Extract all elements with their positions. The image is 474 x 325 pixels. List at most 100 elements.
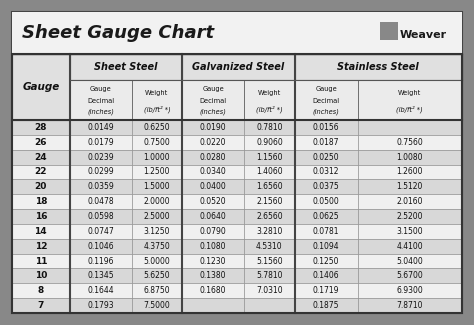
Text: 0.0187: 0.0187 (313, 138, 339, 147)
Text: 1.5000: 1.5000 (144, 182, 170, 191)
Bar (357, 80, 462, 120)
Bar (244, 120, 295, 135)
Bar (12, 164, 70, 179)
Text: Weight: Weight (398, 90, 421, 96)
Bar (182, 254, 244, 268)
Text: 5.6250: 5.6250 (144, 271, 170, 280)
Text: 22: 22 (35, 167, 47, 176)
Bar (12, 150, 70, 164)
Text: 0.1680: 0.1680 (200, 286, 227, 295)
Bar (357, 135, 462, 150)
Text: 16: 16 (35, 212, 47, 221)
Bar (70, 268, 132, 283)
Text: Sheet Steel: Sheet Steel (94, 62, 157, 72)
Bar (12, 283, 70, 298)
Bar (295, 135, 357, 150)
Bar (132, 120, 182, 135)
Bar (70, 120, 132, 135)
Bar (132, 209, 182, 224)
Bar (70, 224, 132, 239)
Text: 7.8710: 7.8710 (397, 301, 423, 310)
Bar (12, 298, 70, 313)
Text: 0.1230: 0.1230 (200, 256, 227, 266)
Text: 1.0080: 1.0080 (397, 153, 423, 162)
Text: 28: 28 (35, 123, 47, 132)
Bar (132, 164, 182, 179)
Bar (70, 254, 132, 268)
Bar (70, 209, 132, 224)
Bar (12, 54, 462, 80)
Bar (70, 179, 132, 194)
Bar (12, 120, 70, 135)
Text: 2.1560: 2.1560 (256, 197, 283, 206)
Text: Sheet Gauge Chart: Sheet Gauge Chart (22, 24, 214, 42)
Text: 0.1196: 0.1196 (87, 256, 114, 266)
Text: Weaver: Weaver (400, 30, 447, 40)
Text: 0.1644: 0.1644 (87, 286, 114, 295)
Bar (70, 298, 132, 313)
Text: 0.6250: 0.6250 (144, 123, 170, 132)
Bar (70, 164, 132, 179)
Text: 0.0179: 0.0179 (87, 138, 114, 147)
Text: 0.1080: 0.1080 (200, 242, 227, 251)
Bar (357, 194, 462, 209)
Bar (295, 224, 357, 239)
Text: 6.9300: 6.9300 (396, 286, 423, 295)
Text: Gauge: Gauge (202, 86, 224, 92)
Text: Decimal: Decimal (87, 98, 114, 104)
Text: 10: 10 (35, 271, 47, 280)
Text: 0.0400: 0.0400 (200, 182, 227, 191)
Text: 1.5120: 1.5120 (397, 182, 423, 191)
Bar (244, 179, 295, 194)
Text: 0.7500: 0.7500 (144, 138, 170, 147)
Text: Weight: Weight (258, 90, 281, 96)
Text: 5.1560: 5.1560 (256, 256, 283, 266)
Bar (357, 283, 462, 298)
Bar (244, 254, 295, 268)
Bar (132, 268, 182, 283)
Text: 0.0359: 0.0359 (87, 182, 114, 191)
Text: Stainless Steel: Stainless Steel (337, 62, 419, 72)
Bar (182, 164, 244, 179)
Bar (132, 179, 182, 194)
Text: Weight: Weight (145, 90, 169, 96)
Text: 1.1560: 1.1560 (256, 153, 283, 162)
Bar (70, 80, 132, 120)
Text: 0.0156: 0.0156 (313, 123, 339, 132)
Bar (182, 135, 244, 150)
Text: 2.0160: 2.0160 (397, 197, 423, 206)
Text: (inches): (inches) (313, 109, 339, 115)
Text: 1.4060: 1.4060 (256, 167, 283, 176)
Bar (182, 283, 244, 298)
Bar (380, 22, 398, 40)
Text: 4.5310: 4.5310 (256, 242, 283, 251)
Text: (lb/ft² *): (lb/ft² *) (256, 105, 283, 112)
Bar (70, 194, 132, 209)
Bar (244, 283, 295, 298)
Text: 0.0190: 0.0190 (200, 123, 227, 132)
Text: 0.1875: 0.1875 (313, 301, 339, 310)
Bar (357, 179, 462, 194)
Text: 0.0312: 0.0312 (313, 167, 339, 176)
Text: 2.0000: 2.0000 (144, 197, 170, 206)
Bar (182, 54, 295, 80)
Bar (132, 224, 182, 239)
Text: 0.7560: 0.7560 (396, 138, 423, 147)
Text: 12: 12 (35, 242, 47, 251)
Bar (357, 150, 462, 164)
Text: 0.1406: 0.1406 (313, 271, 339, 280)
Bar (70, 150, 132, 164)
Bar (132, 80, 182, 120)
Text: 2.6560: 2.6560 (256, 212, 283, 221)
Bar (357, 239, 462, 254)
Text: 0.0520: 0.0520 (200, 197, 227, 206)
Bar (357, 209, 462, 224)
Text: (lb/ft² *): (lb/ft² *) (144, 105, 170, 112)
Bar (182, 298, 244, 313)
Bar (244, 135, 295, 150)
Bar (70, 239, 132, 254)
Bar (70, 135, 132, 150)
Bar (12, 224, 70, 239)
Bar (12, 254, 70, 268)
Text: 1.2500: 1.2500 (144, 167, 170, 176)
